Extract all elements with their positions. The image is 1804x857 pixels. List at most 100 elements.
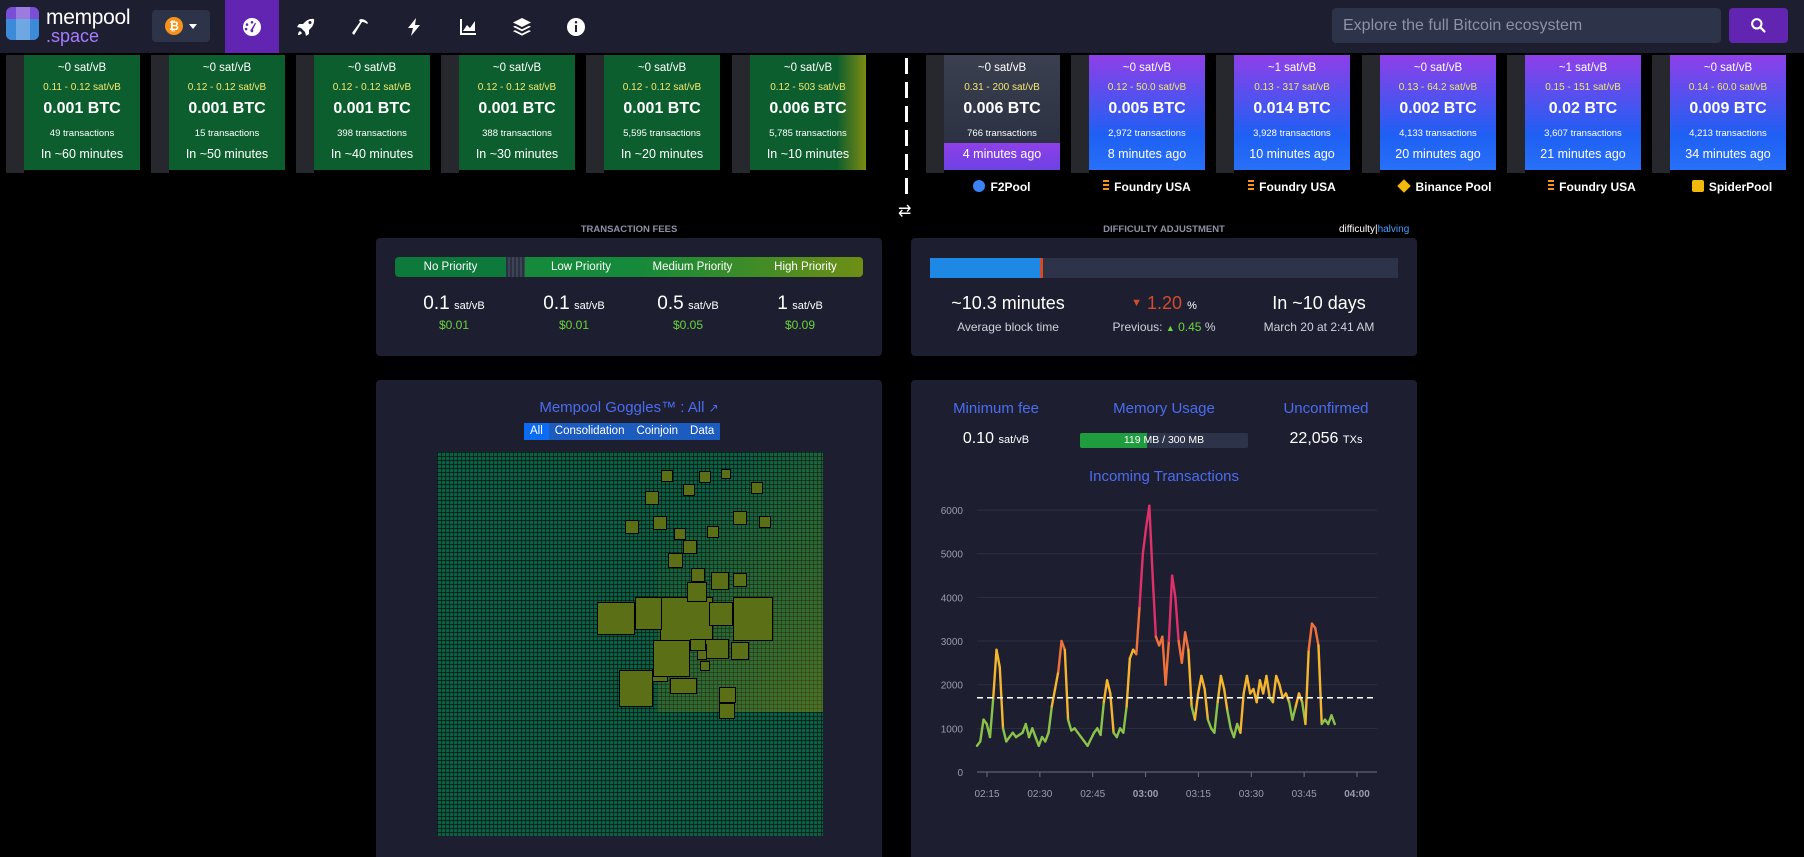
pending-block[interactable]: ~0 sat/vB 0.12 - 0.12 sat/vB 0.001 BTC 5… bbox=[604, 55, 720, 170]
tx-square[interactable] bbox=[719, 703, 735, 719]
tx-square[interactable] bbox=[690, 639, 706, 651]
nav-graphs[interactable] bbox=[441, 0, 495, 53]
previous-unit: % bbox=[1204, 320, 1216, 334]
tx-square[interactable] bbox=[759, 516, 771, 528]
tx-square[interactable] bbox=[733, 511, 747, 525]
pool-label[interactable]: Binance Pool bbox=[1380, 179, 1510, 194]
block-fee-range: 0.12 - 503 sat/vB bbox=[770, 82, 846, 93]
tx-square[interactable] bbox=[635, 597, 662, 630]
tx-square[interactable] bbox=[691, 568, 705, 582]
tx-square[interactable] bbox=[674, 528, 686, 540]
block-tx-count: 3,928 transactions bbox=[1253, 128, 1331, 139]
pool-label[interactable]: SpiderPool bbox=[1667, 180, 1797, 194]
block-tx-count: 4,133 transactions bbox=[1399, 128, 1477, 139]
pending-block[interactable]: ~0 sat/vB 0.12 - 503 sat/vB 0.006 BTC 5,… bbox=[750, 55, 866, 170]
tx-square[interactable] bbox=[670, 678, 697, 694]
mined-block[interactable]: ~0 sat/vB 0.12 - 50.0 sat/vB 0.005 BTC 2… bbox=[1089, 55, 1205, 170]
pending-block[interactable]: ~0 sat/vB 0.12 - 0.12 sat/vB 0.001 BTC 3… bbox=[459, 55, 575, 170]
block-tx-count: 388 transactions bbox=[482, 128, 552, 139]
mined-block[interactable]: ~1 sat/vB 0.13 - 317 sat/vB 0.014 BTC 3,… bbox=[1234, 55, 1350, 170]
mined-block[interactable]: ~0 sat/vB 0.31 - 200 sat/vB 0.006 BTC 76… bbox=[944, 55, 1060, 170]
tx-square[interactable] bbox=[687, 582, 707, 602]
tx-square[interactable] bbox=[653, 640, 690, 677]
block-time-ago: 34 minutes ago bbox=[1685, 147, 1771, 161]
pool-label[interactable]: Foundry USA bbox=[1227, 180, 1357, 194]
block-tx-count: 5,785 transactions bbox=[769, 128, 847, 139]
block-fee-range: 0.15 - 151 sat/vB bbox=[1545, 82, 1621, 93]
tx-square[interactable] bbox=[700, 661, 710, 671]
block-fee: ~0 sat/vB bbox=[347, 62, 397, 74]
mempool-block-visualization[interactable] bbox=[437, 452, 823, 836]
search-input[interactable] bbox=[1332, 8, 1721, 43]
block-fee-range: 0.12 - 50.0 sat/vB bbox=[1107, 82, 1187, 93]
tx-square[interactable] bbox=[699, 471, 711, 483]
nav-docs[interactable] bbox=[495, 0, 549, 53]
pool-name: F2Pool bbox=[990, 180, 1031, 194]
tx-square[interactable] bbox=[668, 553, 683, 568]
block-tx-count: 49 transactions bbox=[49, 128, 115, 139]
tab-coinjoin[interactable]: Coinjoin bbox=[630, 423, 685, 440]
block-fee-range: 0.14 - 60.0 sat/vB bbox=[1688, 82, 1768, 93]
tx-square[interactable] bbox=[711, 572, 729, 590]
goggles-title[interactable]: Mempool Goggles™ : All ↗ bbox=[376, 399, 882, 416]
tx-square[interactable] bbox=[705, 639, 729, 659]
pool-label[interactable]: Foundry USA bbox=[1527, 180, 1657, 194]
swap-arrows-icon[interactable]: ⇄ bbox=[898, 203, 912, 220]
nav-lightning[interactable] bbox=[387, 0, 441, 53]
nav-about[interactable] bbox=[549, 0, 603, 53]
toggle-difficulty[interactable]: difficulty bbox=[1339, 224, 1375, 235]
block-shadow bbox=[1507, 55, 1525, 173]
series-segment bbox=[1066, 718, 1073, 732]
incoming-transactions-chart[interactable]: 0 1000 2000 3000 4000 5000 6000 02:15 02:30 02:45… bbox=[911, 497, 1417, 857]
mined-block[interactable]: ~0 sat/vB 0.14 - 60.0 sat/vB 0.009 BTC 4… bbox=[1670, 55, 1786, 170]
network-selector[interactable]: ₿ bbox=[152, 10, 210, 42]
tx-square[interactable] bbox=[707, 526, 719, 538]
tab-all[interactable]: All bbox=[524, 423, 549, 440]
tx-square[interactable] bbox=[597, 602, 635, 635]
toggle-halving[interactable]: halving bbox=[1377, 224, 1410, 235]
tx-square[interactable] bbox=[645, 491, 659, 505]
tx-square[interactable] bbox=[661, 470, 673, 482]
tx-square[interactable] bbox=[721, 469, 731, 479]
fee-seg-no-priority: No Priority bbox=[395, 257, 506, 277]
difficulty-adjustment-title: Difficulty Adjustment bbox=[1103, 224, 1225, 235]
mined-block[interactable]: ~0 sat/vB 0.13 - 64.2 sat/vB 0.002 BTC 4… bbox=[1380, 55, 1496, 170]
tx-square[interactable] bbox=[683, 540, 697, 554]
block-eta: In ~30 minutes bbox=[475, 147, 559, 161]
mined-block[interactable]: ~1 sat/vB 0.15 - 151 sat/vB 0.02 BTC 3,6… bbox=[1525, 55, 1641, 170]
block-eta: In ~50 minutes bbox=[185, 147, 269, 161]
tx-square[interactable] bbox=[733, 573, 747, 587]
series-segment bbox=[1109, 692, 1115, 734]
nav-accelerator[interactable] bbox=[279, 0, 333, 53]
block-eta: In ~20 minutes bbox=[620, 147, 704, 161]
pending-block[interactable]: ~0 sat/vB 0.12 - 0.12 sat/vB 0.001 BTC 1… bbox=[169, 55, 285, 170]
block-fee-range: 0.12 - 0.12 sat/vB bbox=[622, 82, 702, 93]
series-segment bbox=[1044, 731, 1050, 743]
tx-square[interactable] bbox=[733, 597, 773, 641]
search-button[interactable] bbox=[1729, 8, 1788, 43]
tab-data[interactable]: Data bbox=[684, 423, 721, 440]
difficulty-halving-toggle[interactable]: difficulty|halving bbox=[1339, 224, 1409, 235]
pending-block[interactable]: ~0 sat/vB 0.11 - 0.12 sat/vB 0.001 BTC 4… bbox=[24, 55, 140, 170]
pool-label[interactable]: Foundry USA bbox=[1082, 180, 1212, 194]
tx-square[interactable] bbox=[683, 484, 695, 496]
difficulty-expected-marker bbox=[1039, 258, 1043, 278]
block-fee: ~1 sat/vB bbox=[1267, 62, 1317, 74]
tx-square[interactable] bbox=[653, 516, 667, 530]
tx-square[interactable] bbox=[751, 482, 763, 494]
logo-text-main: mempool bbox=[46, 6, 131, 29]
pool-label[interactable]: F2Pool bbox=[937, 180, 1067, 194]
series-segment bbox=[1245, 674, 1252, 695]
block-fee: ~0 sat/vB bbox=[783, 62, 833, 74]
tx-square[interactable] bbox=[719, 687, 736, 703]
tx-square[interactable] bbox=[709, 602, 733, 626]
spiderpool-icon bbox=[1691, 180, 1704, 192]
pending-block[interactable]: ~0 sat/vB 0.12 - 0.12 sat/vB 0.001 BTC 3… bbox=[314, 55, 430, 170]
tx-square[interactable] bbox=[619, 670, 653, 707]
tx-square[interactable] bbox=[731, 642, 749, 660]
nav-dashboard[interactable] bbox=[225, 0, 279, 53]
tx-square[interactable] bbox=[625, 520, 639, 534]
mempool-logo[interactable]: mempool .space bbox=[6, 6, 146, 46]
nav-mining[interactable] bbox=[333, 0, 387, 53]
tab-consolidation[interactable]: Consolidation bbox=[548, 423, 631, 440]
